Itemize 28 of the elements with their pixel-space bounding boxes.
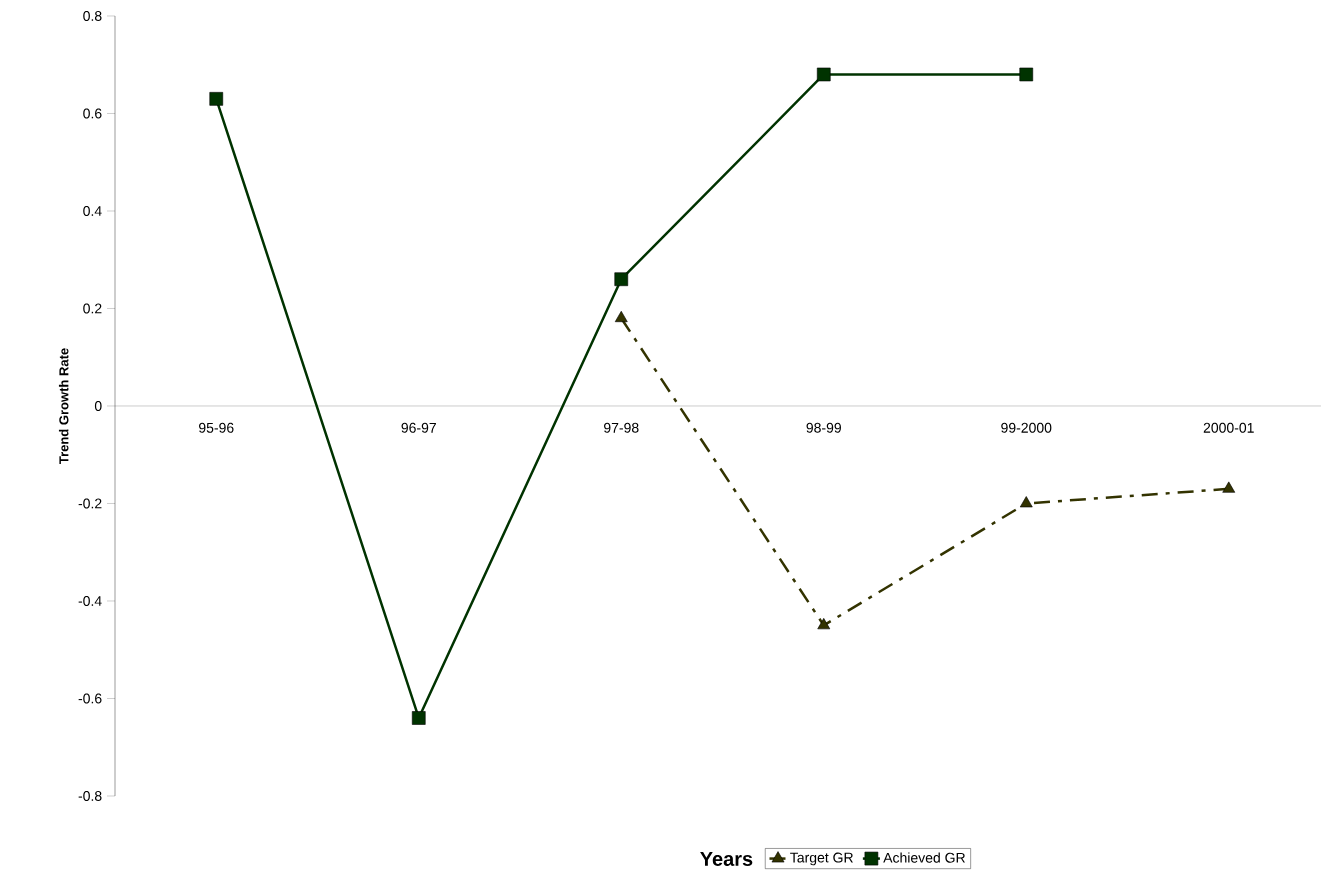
point xyxy=(817,618,831,630)
y-tick-label: 0.6 xyxy=(83,108,102,119)
y-tick-label: 0.4 xyxy=(83,206,102,216)
y-tick-label: -0.8 xyxy=(78,791,102,801)
point xyxy=(614,272,629,287)
point xyxy=(1019,67,1034,82)
point xyxy=(1019,496,1033,508)
y-tick-label: -0.4 xyxy=(78,596,102,606)
point xyxy=(411,711,426,725)
y-tick-label: -0.2 xyxy=(78,498,102,509)
y-axis-title: Trend Growth Rate xyxy=(58,348,69,464)
x-tick-label: 95-96 xyxy=(199,422,234,433)
point xyxy=(1222,481,1236,493)
y-tick-label: 0 xyxy=(94,401,102,411)
y-tick-label: 0.8 xyxy=(83,11,102,21)
x-tick-label: 98-99 xyxy=(806,422,841,433)
legend-label: Achieved GR xyxy=(883,852,965,863)
y-tick-label: -0.6 xyxy=(78,693,102,704)
x-tick-label: 2000-01 xyxy=(1203,422,1254,433)
legend-label: Target GR xyxy=(790,852,853,866)
point xyxy=(816,67,831,82)
point xyxy=(209,92,224,106)
y-tick-label: 0.2 xyxy=(83,303,102,314)
x-tick-label: 96-97 xyxy=(401,422,436,433)
x-tick-label: 97-98 xyxy=(604,422,639,433)
x-tick-label: 99-2000 xyxy=(1001,422,1052,433)
x-axis-title: Years xyxy=(700,852,753,866)
point xyxy=(614,310,628,323)
